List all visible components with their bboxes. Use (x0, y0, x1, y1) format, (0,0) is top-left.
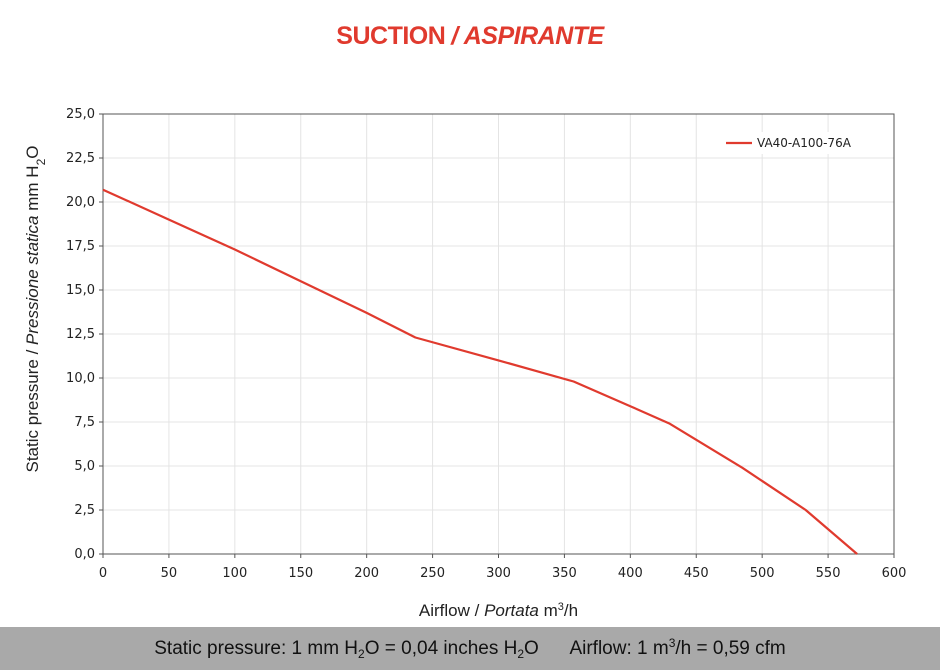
chart-title: SUCTION / ASPIRANTE (0, 22, 940, 51)
unit-conversion-footer: Static pressure: 1 mm H2O = 0,04 inches … (0, 627, 940, 670)
y-tick-label: 12,5 (66, 327, 95, 342)
y-axis-ticks: 0,0 2,5 5,0 7,5 10,0 12,5 15,0 17,5 20,0 22,5 25,0 (66, 107, 103, 562)
y-tick-label: 25,0 (66, 107, 95, 122)
airflow-conversion-text: Airflow: 1 m3/h = 0,59 cfm (569, 636, 786, 659)
y-tick-label: 5,0 (74, 459, 95, 474)
x-tick-label: 250 (420, 566, 445, 581)
x-tick-label: 300 (486, 566, 511, 581)
x-tick-label: 550 (816, 566, 841, 581)
y-tick-label: 20,0 (66, 195, 95, 210)
y-tick-label: 15,0 (66, 283, 95, 298)
footer-text: Static pressure: 1 mm H2O = 0,04 inches … (0, 627, 940, 670)
chart-title-main: SUCTION (336, 22, 446, 50)
x-tick-label: 400 (618, 566, 643, 581)
chart-series (102, 188, 858, 555)
x-tick-label: 50 (161, 566, 178, 581)
chart-title-separator: / (451, 22, 458, 50)
y-tick-label: 10,0 (66, 371, 95, 386)
chart-title-italic: ASPIRANTE (463, 22, 604, 50)
x-tick-label: 100 (222, 566, 247, 581)
series-line (102, 188, 858, 555)
y-tick-label: 0,0 (74, 547, 95, 562)
x-axis-title: Airflow / Portata m3/h (419, 601, 578, 620)
chart-grid (103, 114, 894, 554)
y-axis-title: Static pressure / Pressione statica mm H… (23, 146, 48, 473)
x-tick-label: 0 (99, 566, 107, 581)
chart-legend: VA40-A100-76A (700, 132, 870, 154)
x-tick-label: 350 (552, 566, 577, 581)
x-tick-label: 450 (684, 566, 709, 581)
legend-entry: VA40-A100-76A (757, 136, 852, 150)
x-axis-ticks: 0 50 100 150 200 250 300 350 400 450 500 550 600 (99, 554, 907, 581)
pressure-airflow-chart: 0 50 100 150 200 250 300 350 400 450 500 550 600 0,0… (23, 107, 907, 620)
x-tick-label: 500 (750, 566, 775, 581)
x-tick-label: 150 (288, 566, 313, 581)
y-tick-label: 2,5 (74, 503, 95, 518)
y-tick-label: 22,5 (66, 151, 95, 166)
y-tick-label: 7,5 (74, 415, 95, 430)
pressure-conversion-text: Static pressure: 1 mm H2O = 0,04 inches … (154, 638, 539, 661)
legend-background (700, 132, 870, 154)
y-tick-label: 17,5 (66, 239, 95, 254)
x-tick-label: 600 (882, 566, 907, 581)
x-tick-label: 200 (354, 566, 379, 581)
